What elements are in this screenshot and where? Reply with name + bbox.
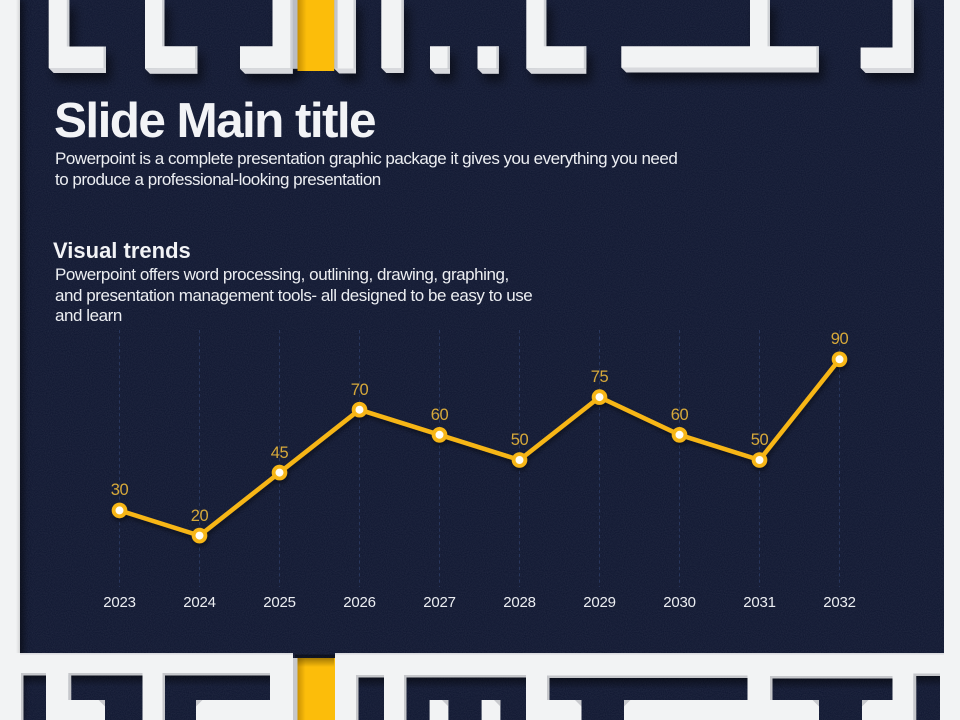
svg-text:2027: 2027 [423, 594, 456, 611]
svg-text:2023: 2023 [103, 594, 136, 611]
svg-text:45: 45 [271, 444, 289, 462]
svg-text:2024: 2024 [183, 594, 216, 611]
svg-text:2032: 2032 [823, 594, 856, 611]
svg-text:90: 90 [831, 330, 849, 348]
svg-text:50: 50 [511, 431, 529, 449]
svg-text:20: 20 [191, 507, 209, 525]
svg-text:2029: 2029 [583, 594, 616, 611]
svg-text:2030: 2030 [663, 594, 696, 611]
svg-text:60: 60 [431, 406, 449, 424]
svg-text:60: 60 [671, 406, 689, 424]
svg-text:2031: 2031 [743, 594, 776, 611]
svg-text:2026: 2026 [343, 594, 376, 611]
svg-text:70: 70 [351, 381, 369, 399]
svg-text:2025: 2025 [263, 594, 296, 611]
svg-text:50: 50 [751, 431, 769, 449]
svg-text:75: 75 [591, 368, 609, 386]
svg-text:30: 30 [111, 481, 129, 499]
svg-text:2028: 2028 [503, 594, 536, 611]
